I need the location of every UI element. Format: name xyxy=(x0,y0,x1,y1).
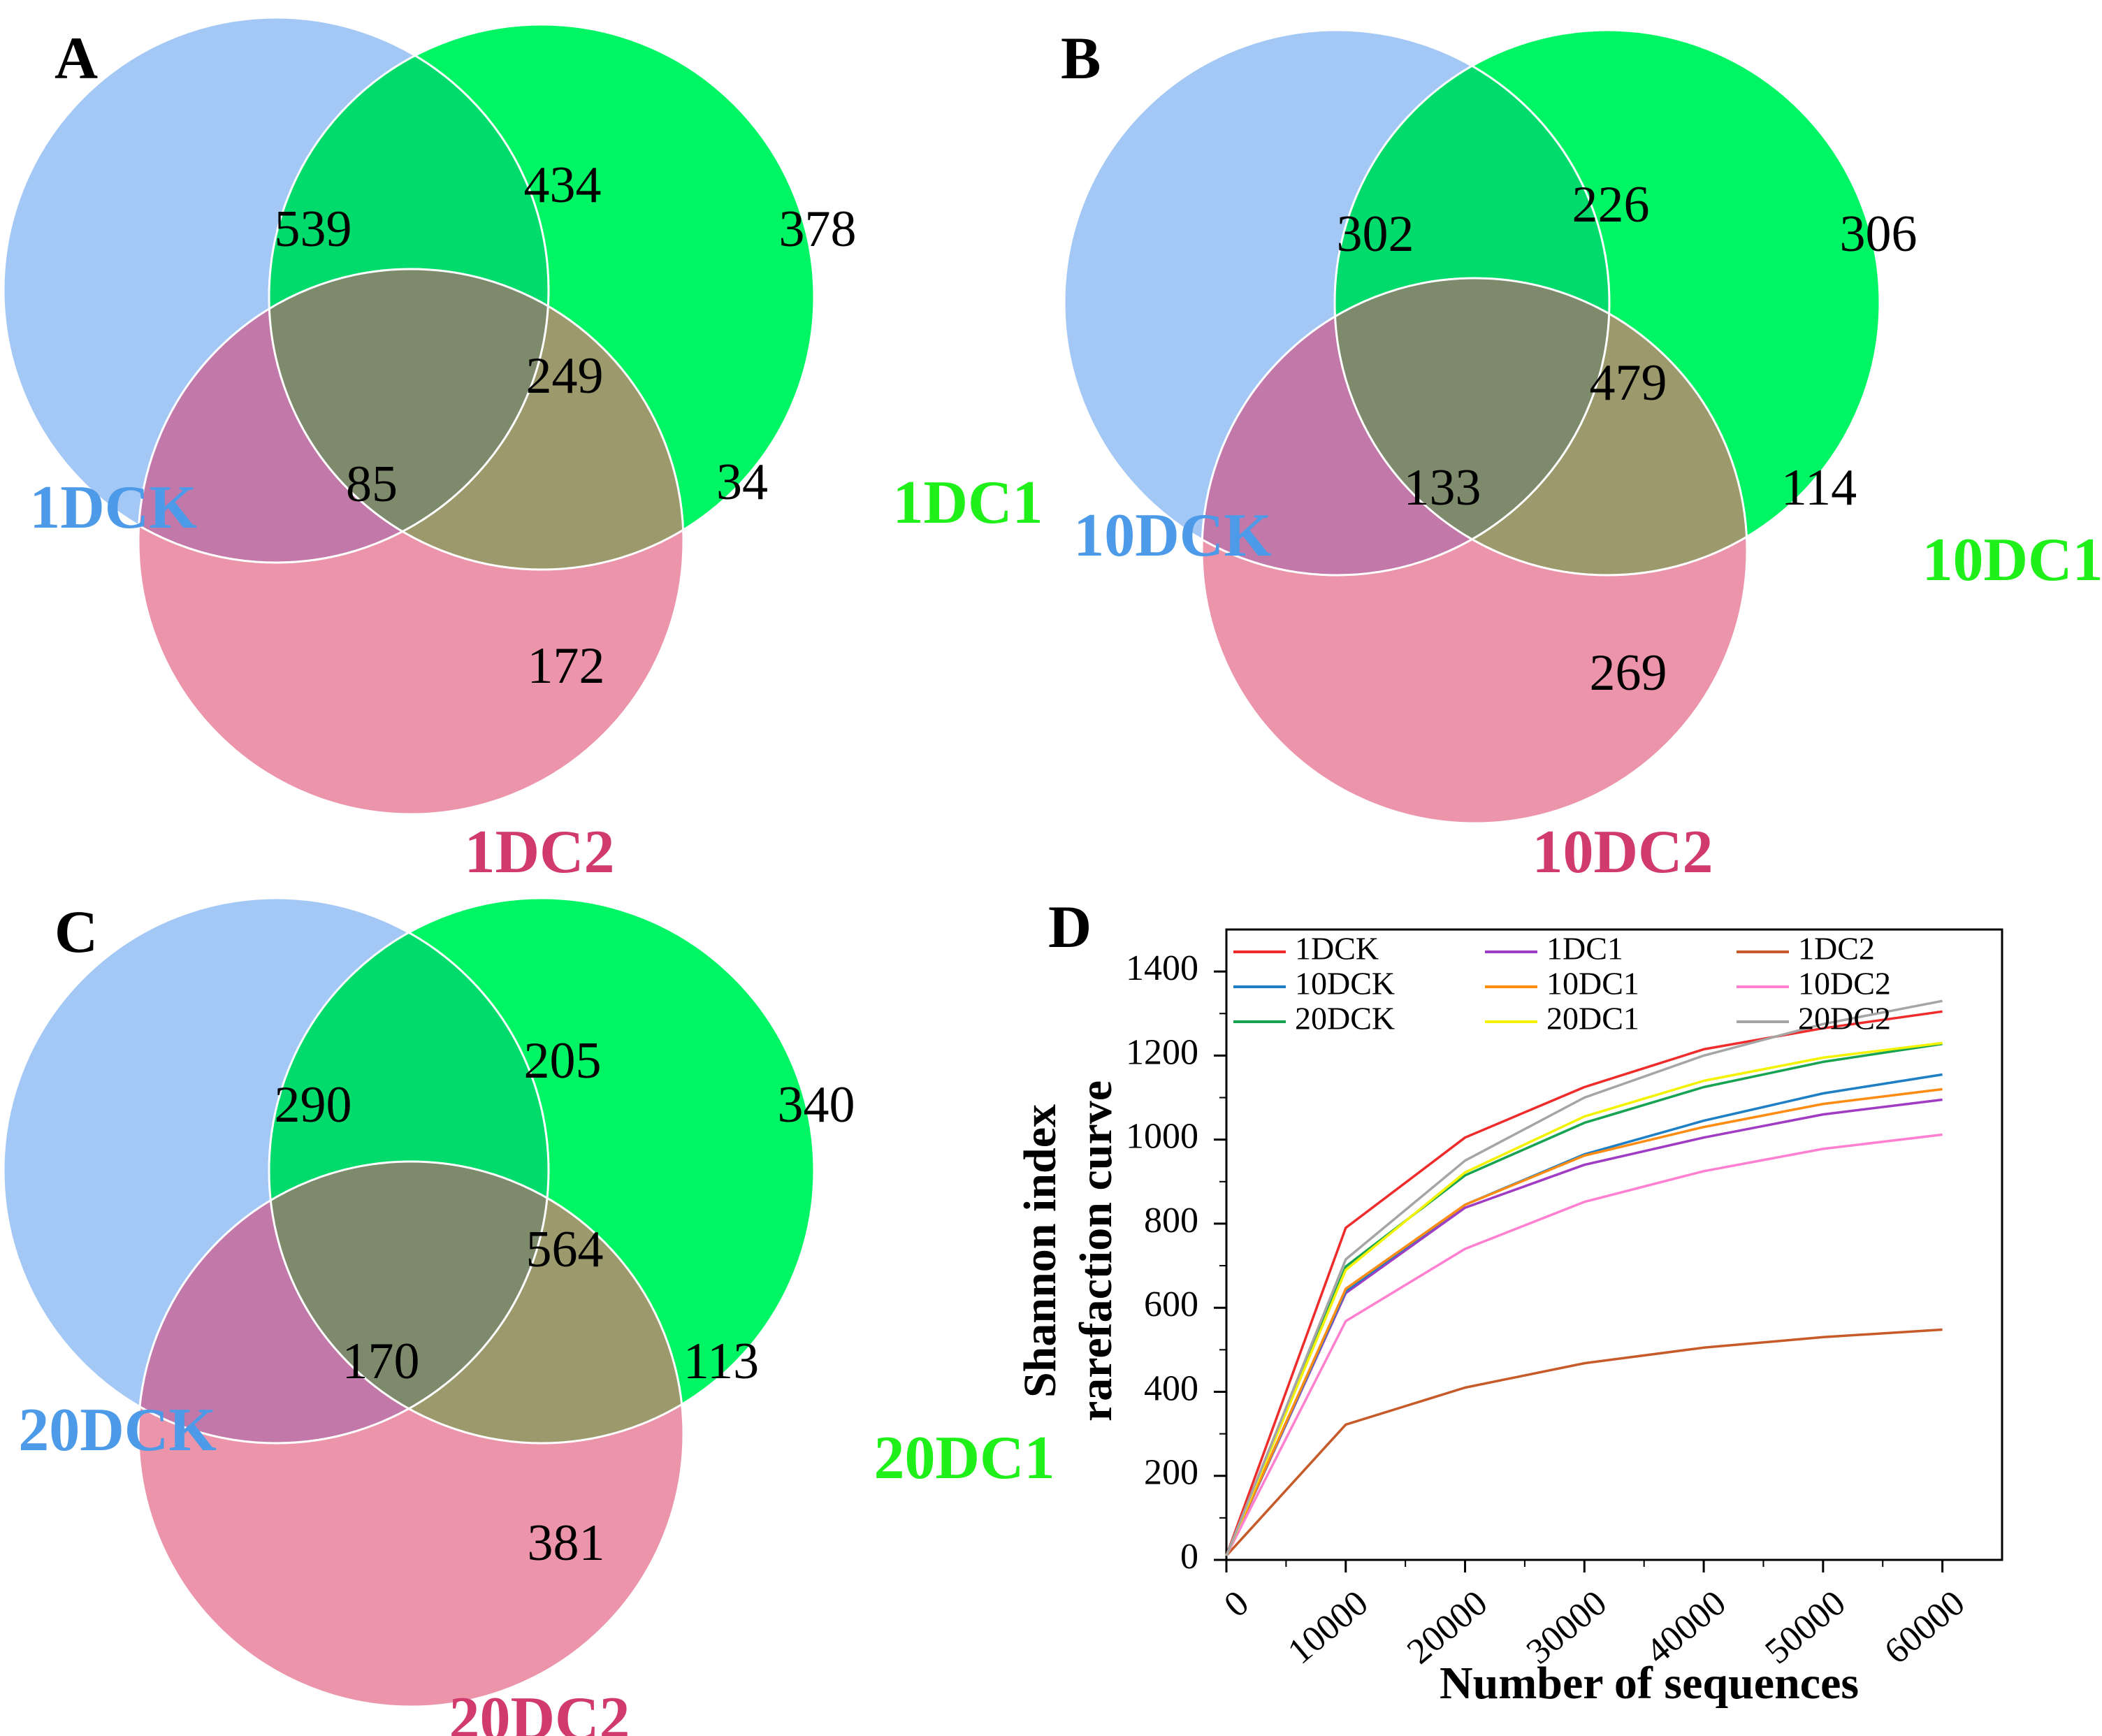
y-tick-label: 0 xyxy=(1180,1537,1198,1577)
venn-count-b-only: 340 xyxy=(778,1076,855,1134)
y-tick-label: 1000 xyxy=(1126,1117,1198,1157)
x-tick-label: 0 xyxy=(1217,1583,1256,1625)
x-tick-label: 60000 xyxy=(1877,1583,1972,1672)
legend-label: 20DCK xyxy=(1295,1001,1395,1036)
venn-count-ac: 170 xyxy=(342,1333,420,1390)
legend-label: 10DC1 xyxy=(1546,966,1639,1001)
venn-label-c: 10DC2 xyxy=(1532,818,1713,886)
venn-label-c: 20DC2 xyxy=(449,1685,630,1736)
venn-count-ac: 133 xyxy=(1404,459,1481,516)
panel-letter: A xyxy=(55,24,98,92)
venn-count-c-only: 172 xyxy=(528,637,605,695)
x-axis-title: Number of sequences xyxy=(1440,1658,1859,1709)
venn-count-c-only: 381 xyxy=(528,1514,605,1572)
series-line-20dc1 xyxy=(1225,1041,1943,1556)
series-line-20dck xyxy=(1225,1042,1943,1556)
venn-count-a-only: 539 xyxy=(275,201,352,258)
series-line-1dc1 xyxy=(1225,1098,1943,1556)
panel-letter: B xyxy=(1061,24,1101,92)
series-line-1dc2 xyxy=(1225,1328,1943,1557)
legend-label: 10DC2 xyxy=(1798,966,1891,1001)
series-line-20dc2 xyxy=(1225,999,1943,1556)
venn-count-abc: 564 xyxy=(526,1221,604,1278)
venn-count-a-only: 302 xyxy=(1337,205,1414,263)
plot-frame xyxy=(1225,928,2003,1561)
venn-label-b: 20DC1 xyxy=(874,1424,1054,1492)
venn-count-c-only: 269 xyxy=(1590,644,1667,702)
venn-label-a: 10DCK xyxy=(1073,502,1272,570)
venn-panel-a: 539 434 378 249 85 34 172 1DCK 1DC1 1DC2 A xyxy=(2,16,1043,886)
x-tick-label: 10000 xyxy=(1280,1583,1375,1672)
venn-count-bc: 113 xyxy=(683,1333,759,1390)
venn-label-a: 20DCK xyxy=(18,1396,217,1464)
venn-count-ab: 434 xyxy=(524,157,602,214)
venn-count-bc: 114 xyxy=(1781,459,1857,516)
venn-count-ab: 226 xyxy=(1572,176,1650,233)
series-line-1dck xyxy=(1225,1010,1943,1556)
legend-label: 1DC1 xyxy=(1546,931,1623,967)
y-axis-title-line-1: Shannon index xyxy=(1015,1104,1066,1398)
venn-count-bc: 34 xyxy=(716,454,768,511)
y-tick-label: 400 xyxy=(1144,1368,1198,1408)
legend-label: 20DC2 xyxy=(1798,1001,1891,1036)
y-axis-title-line-2: rarefaction curve xyxy=(1071,1080,1122,1422)
y-tick-label: 200 xyxy=(1144,1453,1198,1493)
venn-count-abc: 479 xyxy=(1590,354,1667,412)
venn-panel-b: 302 226 306 479 133 114 269 10DCK 10DC1 10DC2 B xyxy=(1061,24,2102,886)
y-axis-title: Shannon index rarefaction curve xyxy=(1015,1080,1122,1422)
venn-label-b: 1DC1 xyxy=(892,469,1043,537)
y-tick-label: 1200 xyxy=(1126,1032,1198,1072)
legend-label: 10DCK xyxy=(1295,966,1395,1001)
legend-label: 1DCK xyxy=(1295,931,1379,967)
legend-label: 20DC1 xyxy=(1546,1001,1639,1036)
venn-count-ab: 205 xyxy=(524,1032,602,1090)
series-line-10dc1 xyxy=(1225,1087,1943,1556)
venn-label-c: 1DC2 xyxy=(464,818,614,886)
venn-count-ac: 85 xyxy=(346,456,398,513)
panel-letter: D xyxy=(1048,893,1092,960)
venn-count-a-only: 290 xyxy=(275,1076,352,1134)
venn-count-abc: 249 xyxy=(526,347,604,405)
series-line-10dc2 xyxy=(1225,1133,1943,1556)
y-tick-label: 600 xyxy=(1144,1285,1198,1324)
y-tick-label: 1400 xyxy=(1126,948,1198,988)
venn-label-a: 1DCK xyxy=(29,474,197,542)
legend-label: 1DC2 xyxy=(1798,931,1875,967)
venn-panel-c: 290 205 340 564 170 113 381 20DCK 20DC1 20DC2 C xyxy=(2,897,1055,1736)
venn-label-b: 10DC1 xyxy=(1922,526,2102,594)
venn-count-b-only: 378 xyxy=(779,201,857,258)
panel-letter: C xyxy=(55,898,98,965)
y-tick-label: 800 xyxy=(1144,1201,1198,1240)
venn-count-b-only: 306 xyxy=(1840,205,1918,263)
